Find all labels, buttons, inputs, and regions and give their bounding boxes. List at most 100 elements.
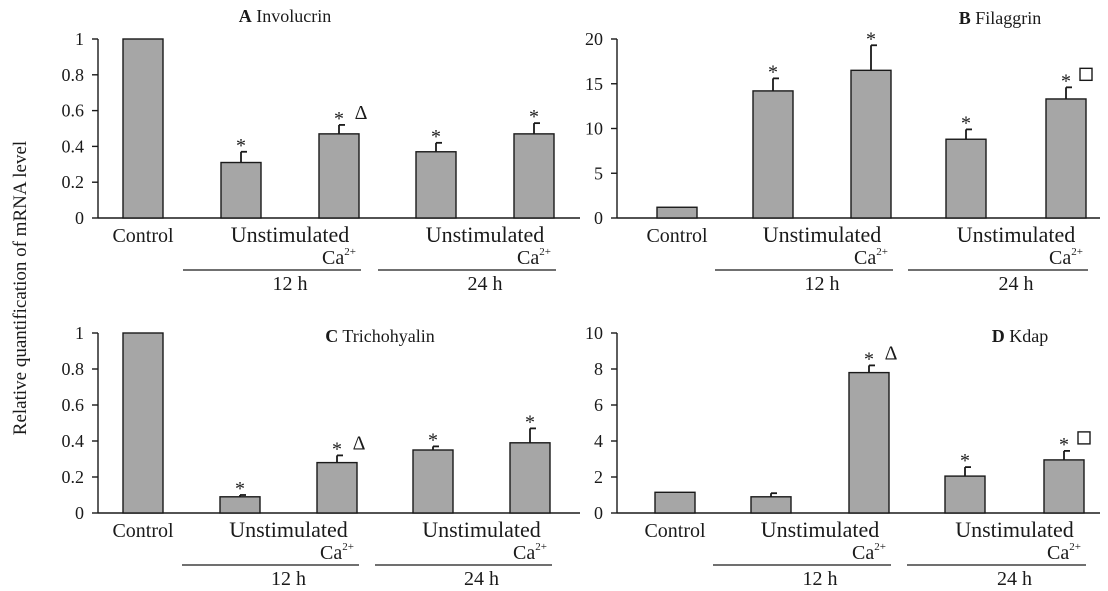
bar-b-3 — [850, 69, 892, 219]
chart-panel-b: B Filaggrin 0 5 10 15 20 * * * * Control Unstimulat… — [585, 8, 1100, 295]
significance-star: * — [529, 106, 539, 128]
significance-star: * — [1061, 70, 1071, 92]
y-tick-label: 1 — [75, 323, 84, 343]
y-tick-label: 0.4 — [62, 431, 85, 451]
y-tick-label: 0.8 — [62, 359, 85, 379]
bar-a-2 — [220, 161, 262, 219]
panel-letter: A — [239, 6, 252, 26]
significance-star: * — [864, 348, 874, 370]
x-label-control: Control — [644, 520, 706, 542]
significance-star: * — [235, 478, 245, 500]
chart-panel-a: A Involucrin 0 0.2 0.4 0.6 0.8 1 * * Δ * * Control Un… — [62, 6, 580, 295]
y-tick-label: 0.4 — [62, 136, 85, 156]
bar-a-4 — [415, 151, 457, 219]
panel-title-text: Trichohyalin — [338, 326, 435, 346]
panel-title-text: Kdap — [1005, 326, 1049, 346]
y-tick-label: 0.6 — [62, 395, 85, 415]
x-label-calcium: Ca2+ — [854, 246, 888, 269]
x-label-unstimulated: Unstimulated — [763, 222, 882, 247]
x-label-unstimulated: Unstimulated — [955, 517, 1074, 542]
chart-panel-c: C Trichohyalin 0 0.2 0.4 0.6 0.8 1 * * Δ * * Control… — [62, 323, 580, 590]
panel-title: C Trichohyalin — [325, 326, 435, 346]
bar-c-3 — [316, 461, 358, 514]
y-tick-label: 0 — [75, 503, 84, 523]
x-label-control: Control — [112, 225, 174, 247]
significance-delta: Δ — [885, 342, 898, 364]
significance-star: * — [236, 135, 246, 157]
significance-square — [1077, 431, 1091, 445]
significance-star: * — [1059, 434, 1069, 456]
y-tick-label: 5 — [594, 163, 603, 183]
calcium-symbol: Ca — [320, 542, 342, 564]
x-label-control: Control — [112, 520, 174, 542]
chart-panels: A Involucrin 0 0.2 0.4 0.6 0.8 1 * * Δ * * Control Un… — [62, 6, 1100, 590]
x-label-calcium: Ca2+ — [1049, 246, 1083, 269]
panel-title: A Involucrin — [239, 6, 331, 26]
y-tick-label: 10 — [585, 323, 603, 343]
calcium-charge: 2+ — [874, 541, 886, 553]
panel-title-text: Filaggrin — [971, 8, 1042, 28]
significance-star: * — [334, 108, 344, 130]
group-label: 12 h — [273, 273, 308, 295]
x-label-calcium: Ca2+ — [1047, 541, 1081, 564]
significance-star: * — [332, 438, 342, 460]
group-label: 24 h — [997, 568, 1032, 590]
y-tick-label: 0 — [75, 208, 84, 228]
calcium-symbol: Ca — [854, 247, 876, 269]
y-axis-label: Relative quantification of mRNA level — [10, 141, 31, 435]
bar-b-4 — [945, 138, 987, 219]
group-label: 24 h — [468, 273, 503, 295]
panel-letter: B — [959, 8, 971, 28]
x-label-calcium: Ca2+ — [320, 541, 354, 564]
calcium-symbol: Ca — [322, 247, 344, 269]
y-tick-label: 0.8 — [62, 65, 85, 85]
panel-letter: D — [992, 326, 1005, 346]
group-label: 12 h — [803, 568, 838, 590]
y-tick-label: 1 — [75, 29, 84, 49]
group-label: 12 h — [805, 273, 840, 295]
bar-d-5 — [1043, 459, 1085, 514]
significance-star: * — [525, 411, 535, 433]
bar-c-1 — [122, 332, 164, 514]
x-label-calcium: Ca2+ — [517, 246, 551, 269]
bar-b-1 — [656, 206, 698, 219]
y-tick-label: 10 — [585, 119, 603, 139]
y-tick-label: 8 — [594, 359, 603, 379]
calcium-charge: 2+ — [344, 246, 356, 258]
panel-title-text: Involucrin — [252, 6, 331, 26]
y-tick-label: 2 — [594, 467, 603, 487]
calcium-charge: 2+ — [876, 246, 888, 258]
x-label-calcium: Ca2+ — [852, 541, 886, 564]
significance-delta: Δ — [353, 432, 366, 454]
group-label: 12 h — [271, 568, 306, 590]
calcium-symbol: Ca — [852, 542, 874, 564]
significance-star: * — [431, 126, 441, 148]
calcium-charge: 2+ — [1071, 246, 1083, 258]
calcium-symbol: Ca — [513, 542, 535, 564]
panel-title: B Filaggrin — [959, 8, 1042, 28]
bar-b-5 — [1045, 98, 1087, 219]
significance-delta: Δ — [355, 102, 368, 124]
x-label-calcium: Ca2+ — [322, 246, 356, 269]
bar-d-4 — [944, 475, 986, 514]
y-tick-label: 0 — [594, 208, 603, 228]
y-tick-label: 6 — [594, 395, 603, 415]
significance-star: * — [866, 28, 876, 50]
significance-star: * — [960, 450, 970, 472]
y-tick-label: 15 — [585, 74, 603, 94]
calcium-charge: 2+ — [539, 246, 551, 258]
significance-star: * — [961, 112, 971, 134]
calcium-symbol: Ca — [1049, 247, 1071, 269]
significance-star: * — [768, 61, 778, 83]
x-label-calcium: Ca2+ — [513, 541, 547, 564]
significance-square — [1079, 67, 1093, 82]
calcium-charge: 2+ — [535, 541, 547, 553]
calcium-charge: 2+ — [1069, 541, 1081, 553]
x-label-unstimulated: Unstimulated — [422, 517, 541, 542]
panel-letter: C — [325, 326, 338, 346]
x-label-unstimulated: Unstimulated — [231, 222, 350, 247]
bar-a-3 — [318, 133, 360, 219]
y-tick-label: 0 — [594, 503, 603, 523]
